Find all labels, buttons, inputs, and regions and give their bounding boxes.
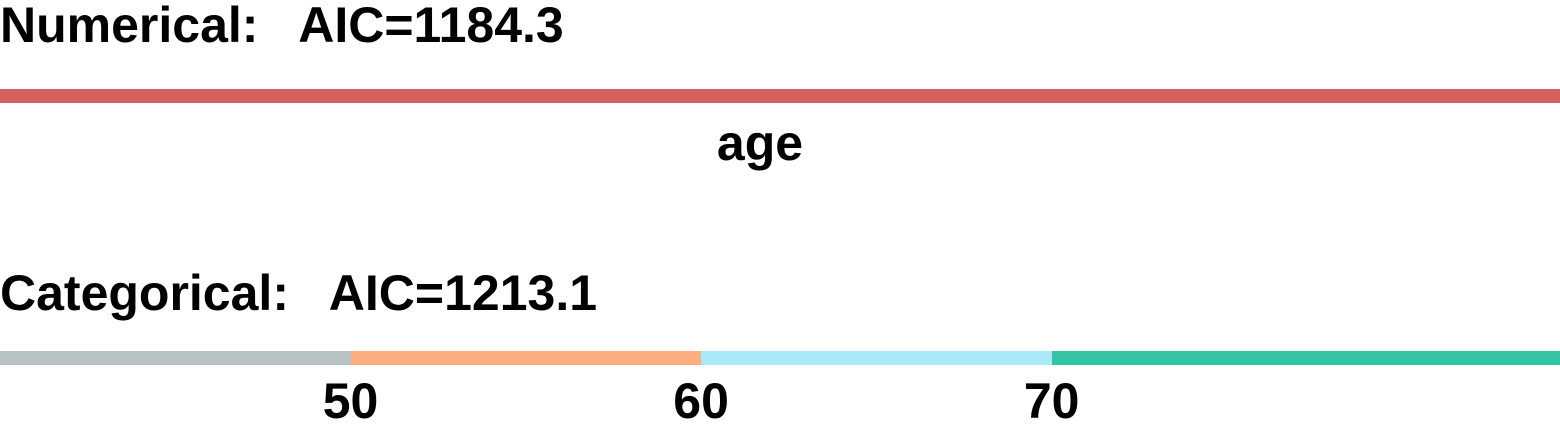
- category-break-label-50: 50: [322, 373, 379, 429]
- numerical-variable-label: age: [716, 115, 804, 171]
- category-segment-1: [0, 351, 351, 365]
- category-segment-3: [701, 351, 1052, 365]
- category-break-label-70: 70: [1023, 373, 1080, 429]
- numerical-heading: Numerical: AIC=1184.3: [0, 0, 564, 53]
- numerical-bar: [0, 89, 1560, 103]
- category-segment-4: [1051, 351, 1560, 365]
- category-segment-2: [350, 351, 702, 365]
- categorical-bar: [0, 351, 1560, 365]
- category-break-label-60: 60: [673, 373, 729, 429]
- categorical-heading: Categorical: AIC=1213.1: [0, 265, 598, 321]
